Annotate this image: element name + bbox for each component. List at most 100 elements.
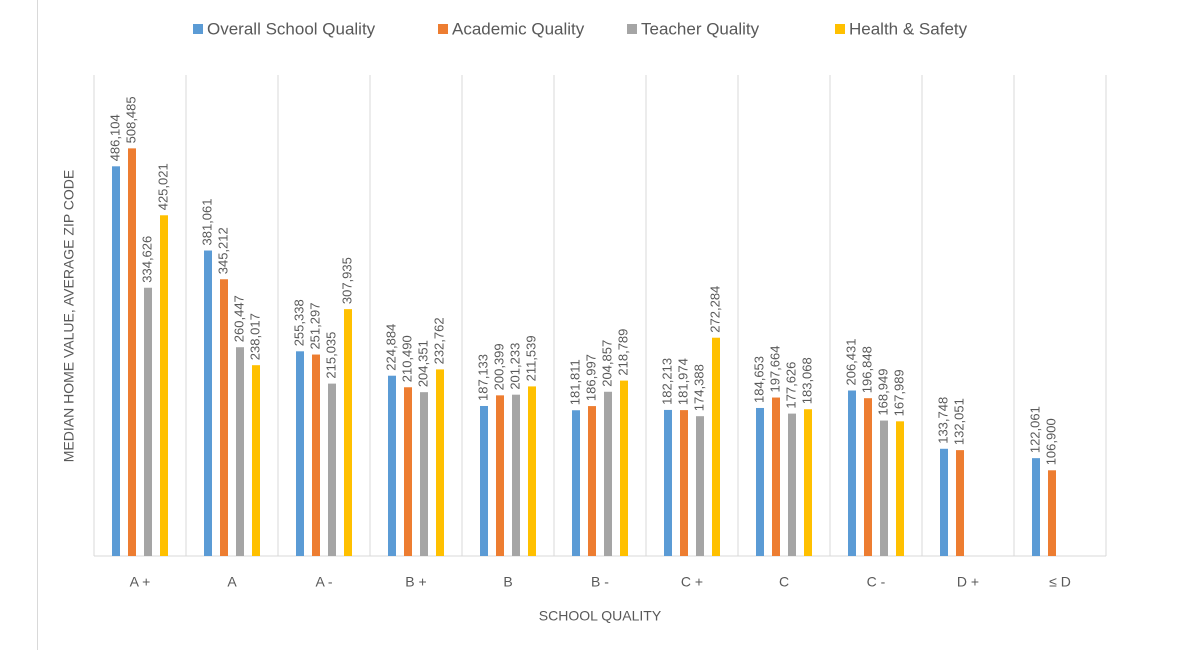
value-label: 182,213: [659, 358, 674, 405]
value-label: 334,626: [139, 236, 154, 283]
bar: [1048, 470, 1056, 556]
value-label: 183,068: [799, 357, 814, 404]
bar: [604, 391, 612, 556]
bar: [696, 416, 704, 556]
bar: [804, 409, 812, 556]
bar: [328, 383, 336, 556]
value-label: 106,900: [1043, 418, 1058, 465]
bar: [664, 409, 672, 556]
x-tick-label: ≤ D: [1049, 574, 1071, 590]
value-label: 204,351: [415, 340, 430, 387]
bar: [880, 420, 888, 556]
bar: [296, 351, 304, 556]
y-axis-label: MEDIAN HOME VALUE, AVERAGE ZIP CODE: [61, 170, 77, 463]
value-label: 272,284: [707, 286, 722, 333]
value-label: 181,974: [675, 358, 690, 405]
bar: [896, 421, 904, 556]
value-label: 486,104: [107, 114, 122, 161]
bar: [312, 354, 320, 556]
legend-label: Academic Quality: [452, 19, 585, 38]
bar: [252, 365, 260, 556]
x-tick-label: A -: [315, 574, 332, 590]
x-tick-label: C +: [681, 574, 703, 590]
value-label: 201,233: [507, 343, 522, 390]
x-tick-label: D +: [957, 574, 979, 590]
bar: [112, 166, 120, 556]
value-label: 200,399: [491, 343, 506, 390]
bar: [848, 390, 856, 556]
value-label: 122,061: [1027, 406, 1042, 453]
bar: [420, 392, 428, 556]
x-tick-label: B +: [405, 574, 426, 590]
value-label: 218,789: [615, 329, 630, 376]
bar: [712, 337, 720, 556]
x-tick-label: B: [503, 574, 512, 590]
value-label: 187,133: [475, 354, 490, 401]
bar: [940, 448, 948, 556]
value-label: 260,447: [231, 295, 246, 342]
legend-label: Health & Safety: [849, 19, 968, 38]
value-label: 167,989: [891, 369, 906, 416]
bar: [864, 398, 872, 556]
bar: [344, 309, 352, 556]
value-label: 132,051: [951, 398, 966, 445]
x-tick-label: A: [227, 574, 237, 590]
value-label: 196,848: [859, 346, 874, 393]
bar: [680, 410, 688, 556]
x-tick-label: B -: [591, 574, 609, 590]
x-tick-label: C: [779, 574, 789, 590]
bar: [788, 413, 796, 556]
bar: [512, 394, 520, 556]
bar: [404, 387, 412, 556]
value-label: 255,338: [291, 299, 306, 346]
value-label: 238,017: [247, 313, 262, 360]
x-axis-label: SCHOOL QUALITY: [539, 608, 662, 624]
value-label: 251,297: [307, 303, 322, 350]
value-label: 181,811: [567, 359, 582, 405]
value-label: 174,388: [691, 364, 706, 411]
bar: [160, 215, 168, 556]
value-label: 168,949: [875, 369, 890, 416]
bar: [436, 369, 444, 556]
bar: [956, 450, 964, 556]
legend-swatch: [627, 24, 637, 34]
legend-swatch: [835, 24, 845, 34]
bar: [204, 250, 212, 556]
bar: [528, 386, 536, 556]
x-tick-label: C -: [867, 574, 886, 590]
value-label: 215,035: [323, 332, 338, 379]
bar: [236, 347, 244, 556]
bar: [588, 406, 596, 556]
value-label: 210,490: [399, 335, 414, 382]
value-label: 307,935: [339, 257, 354, 304]
value-label: 345,212: [215, 227, 230, 274]
x-tick-label: A +: [130, 574, 151, 590]
value-label: 232,762: [431, 317, 446, 364]
value-label: 381,061: [199, 199, 214, 246]
legend-swatch: [438, 24, 448, 34]
bar: [144, 287, 152, 556]
bar: [772, 397, 780, 556]
value-label: 211,539: [523, 335, 538, 381]
value-label: 425,021: [155, 163, 170, 210]
value-label: 186,997: [583, 354, 598, 401]
value-label: 206,431: [843, 339, 858, 386]
bar: [496, 395, 504, 556]
value-label: 224,884: [383, 324, 398, 371]
value-label: 177,626: [783, 362, 798, 409]
bar: [1032, 458, 1040, 556]
legend-label: Teacher Quality: [641, 19, 760, 38]
value-label: 204,857: [599, 340, 614, 387]
value-label: 184,653: [751, 356, 766, 403]
value-label: 197,664: [767, 346, 782, 393]
value-label: 508,485: [123, 96, 138, 143]
value-label: 133,748: [935, 397, 950, 444]
bar: [480, 405, 488, 556]
bar: [128, 148, 136, 556]
bar: [220, 279, 228, 556]
legend-label: Overall School Quality: [207, 19, 376, 38]
bar: [388, 375, 396, 556]
bar: [620, 380, 628, 556]
bar: [572, 410, 580, 556]
